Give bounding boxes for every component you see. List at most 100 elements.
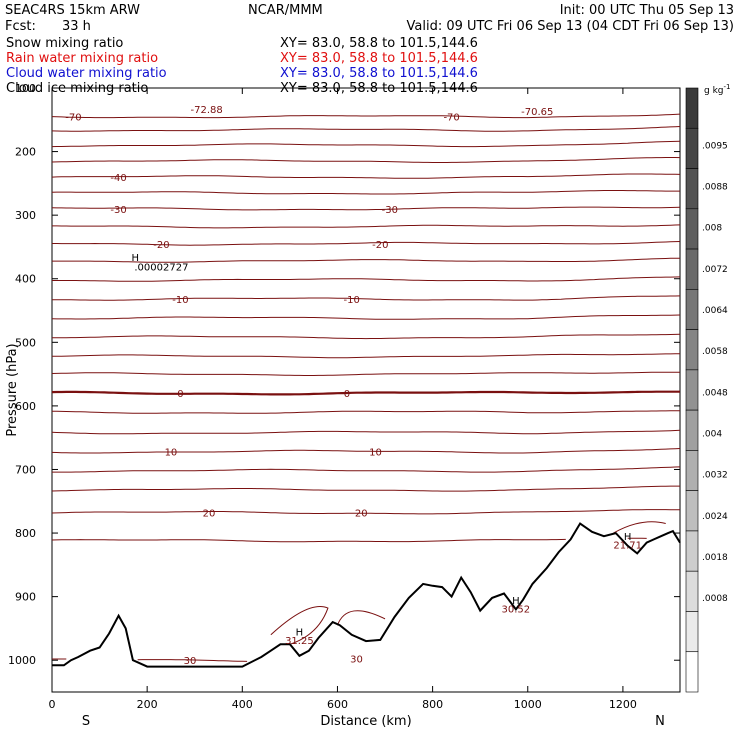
colorbar-unit: g kg-1 xyxy=(704,83,730,96)
colorbar-swatch-14 xyxy=(685,651,699,693)
y-tick-label-5: 700 xyxy=(15,463,36,476)
colorbar-swatch-13 xyxy=(685,611,699,653)
annotation-2: H xyxy=(131,253,139,264)
colorbar-swatch-8 xyxy=(685,409,699,451)
x-tick-label-0: 0 xyxy=(49,698,56,711)
contour-label2-16: 0 xyxy=(344,389,350,400)
x-end-label-north: N xyxy=(655,714,665,729)
plot-frame xyxy=(51,87,681,693)
annotation-9: H xyxy=(624,532,632,543)
contour-line-2 xyxy=(51,140,681,148)
contour-label-16: 0 xyxy=(177,389,183,400)
y-tick-label-6: 800 xyxy=(15,527,36,540)
colorbar-swatch-3 xyxy=(685,208,699,250)
contour-label-24: 30 xyxy=(184,656,197,667)
colorbar-label-11: .0008 xyxy=(702,594,728,604)
colorbar-swatch-1 xyxy=(685,127,699,169)
terrain-line xyxy=(52,522,681,668)
annotation-10: 21.71 xyxy=(613,540,642,551)
init-time: Init: 00 UTC Thu 05 Sep 13 xyxy=(560,3,734,18)
colorbar-label-0: .0095 xyxy=(702,141,728,151)
y-tick-label-0: 200 xyxy=(15,146,36,159)
model-title: SEAC4RS 15km ARW xyxy=(5,3,140,18)
colorbar-swatch-2 xyxy=(685,168,699,210)
closed-contour-2 xyxy=(336,610,386,626)
annotation-6: 30 xyxy=(350,654,363,665)
x-tick-label-3: 600 xyxy=(327,698,348,711)
contour-label-19: 10 xyxy=(165,448,178,459)
contour-line-1 xyxy=(51,126,681,132)
contour-line-12 xyxy=(51,314,681,320)
legend-snow-xy: XY= 83.0, 58.8 to 101.5,144.6 xyxy=(280,36,478,51)
colorbar-swatch-6 xyxy=(685,329,699,371)
legend-snow: Snow mixing ratio xyxy=(6,36,123,51)
annotation-layer: -72.88 -70.65H.00002727H31.2530H30.52H21.… xyxy=(131,105,641,665)
contour-line-22 xyxy=(51,509,681,515)
contour-line-11 xyxy=(52,295,681,301)
contour-line-17 xyxy=(52,410,681,414)
contour-line-3 xyxy=(51,157,681,163)
colorbar-swatch-12 xyxy=(685,570,699,612)
colorbar-label-6: .0048 xyxy=(702,388,728,398)
legend-cloud-water: Cloud water mixing ratio xyxy=(6,66,167,81)
contour-label2-8: -20 xyxy=(372,240,388,251)
x-axis-label: Distance (km) xyxy=(320,714,411,729)
contour-line-21 xyxy=(51,485,680,492)
colorbar-swatch-4 xyxy=(685,248,699,290)
annotation-0: -72.88 xyxy=(190,105,222,116)
contour-label-11: -10 xyxy=(172,295,188,306)
legend-rain: Rain water mixing ratio xyxy=(6,51,158,66)
contour-label-4: -40 xyxy=(110,173,126,184)
contour-layer: -70 -70 -40 -30 -30 -20 -20 -10 -10 0 0 10 10 20 20 30 xyxy=(51,113,681,667)
contour-label2-11: -10 xyxy=(344,295,360,306)
y-tick-label-2: 400 xyxy=(15,273,36,286)
contour-line-13 xyxy=(52,333,681,340)
x-tick-label-2: 400 xyxy=(232,698,253,711)
x-tick-label-4: 800 xyxy=(422,698,443,711)
colorbar-swatch-11 xyxy=(685,530,699,572)
colorbar-label-3: .0072 xyxy=(702,265,728,275)
colorbar-label-4: .0064 xyxy=(702,306,728,316)
annotation-1: -70.65 xyxy=(521,107,553,118)
colorbar-label-7: .004 xyxy=(702,430,722,440)
contour-label-8: -20 xyxy=(153,240,169,251)
colorbar-label-10: .0018 xyxy=(702,553,728,563)
contour-line-18 xyxy=(51,429,681,435)
contour-line-8 xyxy=(52,241,681,246)
contour-label-22: 20 xyxy=(203,509,216,520)
annotation-4: H xyxy=(296,628,304,639)
center-title: NCAR/MMM xyxy=(248,3,323,18)
colorbar-swatch-5 xyxy=(685,289,699,330)
legend-rain-xy: XY= 83.0, 58.8 to 101.5,144.6 xyxy=(280,51,478,66)
x-tick-label-1: 200 xyxy=(137,698,158,711)
colorbar-swatch-7 xyxy=(685,369,699,411)
y-tick-label-8: 1000 xyxy=(8,654,36,667)
valid-time: Valid: 09 UTC Fri 06 Sep 13 (04 CDT Fri … xyxy=(407,19,734,34)
closed-contour-3 xyxy=(613,521,666,534)
contour-line-5 xyxy=(51,190,680,195)
y-tick-label-3: 500 xyxy=(15,336,36,349)
terrain-layer xyxy=(52,522,681,668)
colorbar-label-2: .008 xyxy=(702,224,722,234)
contour-line-14 xyxy=(51,353,680,359)
colorbar-label-8: .0032 xyxy=(702,471,728,481)
y-tick-label-4: 600 xyxy=(15,400,36,413)
contour-label2-6: -30 xyxy=(382,205,398,216)
contour-line-24 xyxy=(52,658,248,662)
annotation-3: .00002727 xyxy=(134,263,188,274)
closed-contour-1 xyxy=(270,606,329,645)
x-tick-label-5: 1000 xyxy=(514,698,542,711)
colorbar-swatch-9 xyxy=(685,450,699,491)
contour-label2-22: 20 xyxy=(355,509,368,520)
contour-line-9 xyxy=(52,257,680,263)
contour-line-6 xyxy=(51,206,681,211)
contour-line-4 xyxy=(51,173,681,179)
colorbar: .0095 .0088 .008 .0072 .0064 .0058 .0048 .004 .0… xyxy=(685,87,728,693)
colorbar-label-1: .0088 xyxy=(702,183,728,193)
contour-label-0: -70 xyxy=(65,113,81,124)
legend-cloud-water-xy: XY= 83.0, 58.8 to 101.5,144.6 xyxy=(280,66,478,81)
colorbar-swatch-0 xyxy=(685,87,699,129)
contour-label2-19: 10 xyxy=(369,448,382,459)
x-tick-label-6: 1200 xyxy=(609,698,637,711)
annotation-7: H xyxy=(512,596,520,607)
